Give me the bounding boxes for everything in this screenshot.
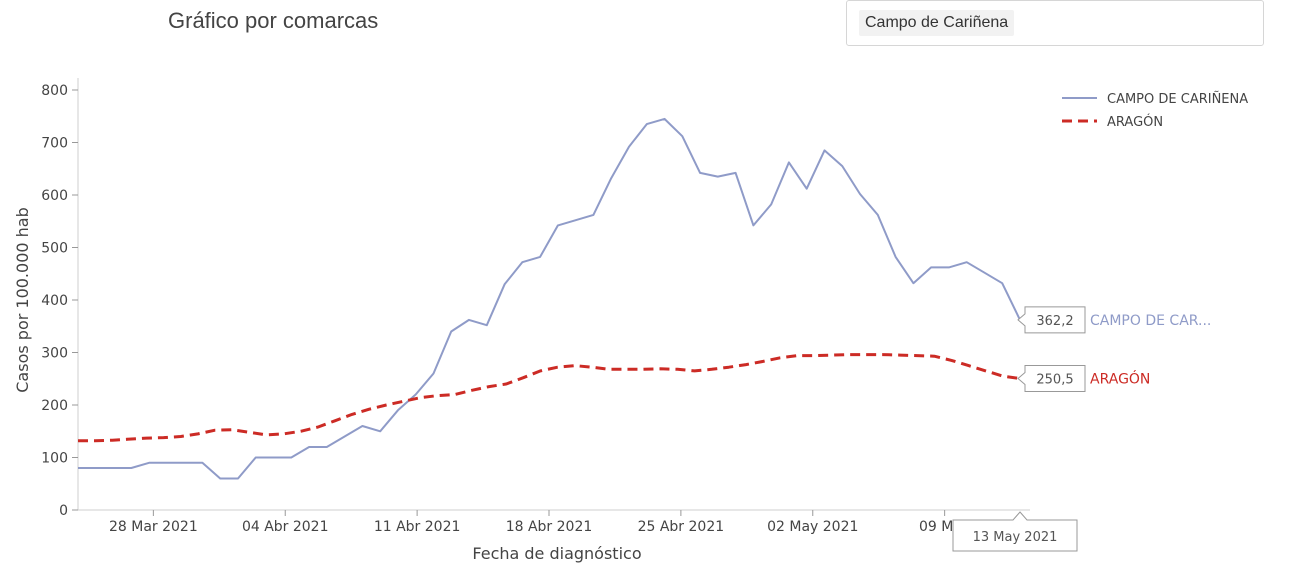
tick-labels: 0 100 200 300 400 500 600 700 800 28 Mar 2021 04 A… xyxy=(41,83,970,535)
x-tick-label: 25 Abr 2021 xyxy=(638,519,725,535)
y-tick-label: 700 xyxy=(41,136,68,152)
y-tick-label: 100 xyxy=(41,451,68,467)
y-tick-label: 400 xyxy=(41,293,68,309)
y-tick-label: 300 xyxy=(41,346,68,362)
hover-date-box xyxy=(952,511,1078,552)
page-title: Gráfico por comarcas xyxy=(168,8,379,33)
x-tick-label: 11 Abr 2021 xyxy=(374,519,461,535)
legend[interactable]: CAMPO DE CARIÑENA ARAGÓN xyxy=(1062,91,1248,130)
x-axis-title: Fecha de diagnóstico xyxy=(472,544,641,563)
hover-value: 362,2 xyxy=(1036,314,1073,329)
y-tick-label: 200 xyxy=(41,398,68,414)
legend-label: ARAGÓN xyxy=(1107,114,1163,130)
series-line-aragon xyxy=(78,353,1021,443)
hover-date-label: 13 May 2021 xyxy=(973,530,1058,545)
legend-label: CAMPO DE CARIÑENA xyxy=(1107,91,1248,107)
hover-series-name: CAMPO DE CAR... xyxy=(1090,313,1211,329)
y-axis-title: Casos por 100.000 hab xyxy=(13,207,32,392)
hover-box xyxy=(1017,306,1086,334)
y-tick-label: 0 xyxy=(59,503,68,519)
x-tick-label: 18 Abr 2021 xyxy=(506,519,593,535)
y-tick-label: 800 xyxy=(41,83,68,99)
selected-comarca-tag[interactable]: Campo de Cariñena xyxy=(859,10,1015,36)
comarca-select[interactable]: Campo de Cariñena xyxy=(846,0,1264,46)
series-line-campo-de-carinena xyxy=(78,117,1021,480)
y-tick-label: 600 xyxy=(41,188,68,204)
x-tick-label: 04 Abr 2021 xyxy=(242,519,329,535)
hover-series-name: ARAGÓN xyxy=(1090,369,1150,387)
x-tick-label: 28 Mar 2021 xyxy=(109,519,198,535)
x-tick-label: 02 May 2021 xyxy=(767,519,858,535)
hover-value: 250,5 xyxy=(1036,372,1073,387)
axes xyxy=(77,78,1030,511)
hover-box xyxy=(1017,364,1086,392)
series-lines xyxy=(78,117,1021,480)
y-tick-label: 500 xyxy=(41,241,68,257)
hover-labels: 362,2 CAMPO DE CAR... 250,5 ARAGÓN 13 May 20… xyxy=(952,306,1211,552)
